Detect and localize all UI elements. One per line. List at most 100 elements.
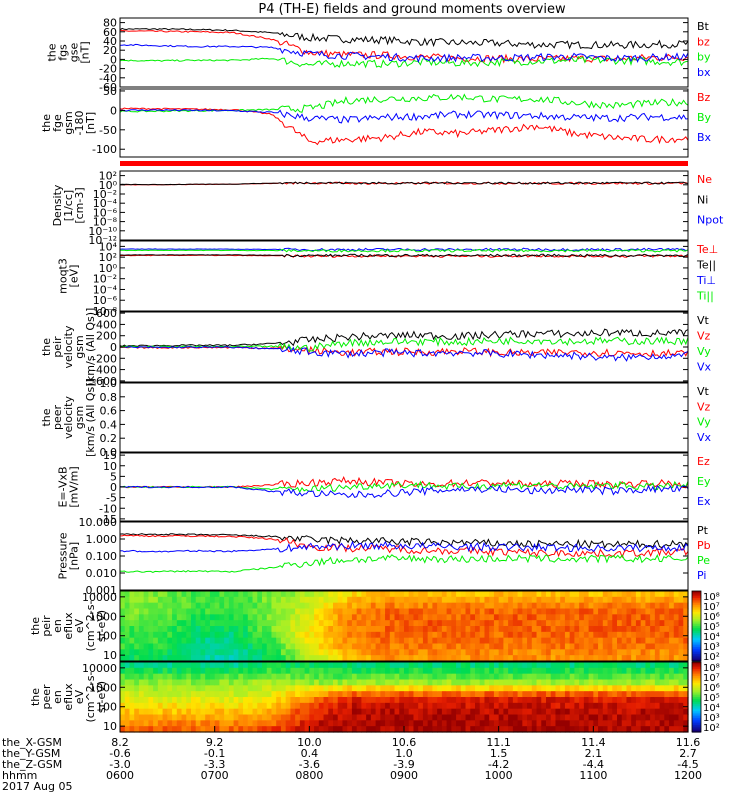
spectrogram-cell xyxy=(659,637,665,645)
spectrogram-cell xyxy=(621,702,628,710)
spectrogram-cell xyxy=(148,662,154,669)
spectrogram-cell xyxy=(564,726,571,733)
spectrogram-cell xyxy=(124,602,131,610)
y-tick-label: 10⁻⁴ xyxy=(93,197,118,210)
spectrogram-cell xyxy=(531,637,538,645)
spectrogram-cell xyxy=(271,685,277,692)
spectrogram-cell xyxy=(404,679,410,686)
spectrogram-cell xyxy=(323,685,329,692)
spectrogram-cell xyxy=(262,691,268,698)
spectrogram-cell xyxy=(441,685,448,692)
spectrogram-cell xyxy=(508,655,514,662)
y-tick-label: 0 xyxy=(110,53,117,66)
spectrogram-cell xyxy=(129,662,135,669)
spectrogram-cell xyxy=(257,679,263,686)
y-tick-label: 60 xyxy=(103,26,117,39)
spectrogram-cell xyxy=(209,667,216,675)
spectrogram-cell xyxy=(470,626,476,633)
spectrogram-cell xyxy=(413,637,419,645)
spectrogram-cell xyxy=(290,626,296,633)
spectrogram-cell xyxy=(456,643,462,650)
colorbar-cell xyxy=(692,610,701,613)
spectrogram-cell xyxy=(437,679,443,686)
spectrogram-cell xyxy=(650,685,656,692)
spectrogram-cell xyxy=(640,591,646,598)
spectrogram-cell xyxy=(243,673,249,681)
spectrogram-cell xyxy=(626,637,632,645)
y-tick-label: 100 xyxy=(96,630,117,643)
spectrogram-cell xyxy=(432,637,438,645)
spectrogram-cell xyxy=(607,697,613,704)
spectrogram-cell xyxy=(418,649,424,656)
spectrogram-cell xyxy=(228,697,235,704)
spectrogram-cell xyxy=(460,673,467,681)
spectrogram-cell xyxy=(285,726,291,733)
spectrogram-cell xyxy=(564,596,571,604)
spectrogram-cell xyxy=(385,662,391,669)
spectrogram-cell xyxy=(219,714,225,721)
spectrogram-cell xyxy=(176,591,183,598)
spectrogram-cell xyxy=(238,596,244,604)
spectrogram-cell xyxy=(143,708,149,716)
spectrogram-cell xyxy=(252,631,258,639)
spectrogram-cell xyxy=(399,667,405,675)
spectrogram-cell xyxy=(238,614,244,621)
spectrogram-cell xyxy=(475,697,481,704)
spectrogram-cell xyxy=(318,626,325,633)
colorbar-cell xyxy=(692,596,701,599)
spectrogram-cell xyxy=(517,620,523,627)
spectrogram-cell xyxy=(228,591,235,598)
spectrogram-cell xyxy=(654,649,661,656)
spectrogram-cell xyxy=(172,649,178,656)
spectrogram-cell xyxy=(304,726,310,733)
spectrogram-cell xyxy=(508,726,514,733)
y-tick-label: -200 xyxy=(92,352,117,365)
spectrogram-cell xyxy=(323,602,329,610)
spectrogram-cell xyxy=(541,667,547,675)
spectrogram-cell xyxy=(664,691,670,698)
spectrogram-cell xyxy=(617,720,623,727)
spectrogram-cell xyxy=(309,691,315,698)
spectrogram-cell xyxy=(503,685,509,692)
spectrogram-cell xyxy=(650,637,656,645)
colorbar-tick-label: 10⁸ xyxy=(703,592,720,603)
spectrogram-cell xyxy=(167,720,173,727)
spectrogram-cell xyxy=(427,720,433,727)
spectrogram-cell xyxy=(262,667,268,675)
spectrogram-cell xyxy=(564,667,571,675)
spectrogram-cell xyxy=(162,726,168,733)
spectrogram-cell xyxy=(129,591,135,598)
plot-title: P4 (TH-E) fields and ground moments over… xyxy=(258,2,566,17)
spectrogram-cell xyxy=(309,697,315,704)
spectrogram-cell xyxy=(635,714,642,721)
spectrogram-cell xyxy=(295,591,301,598)
spectrogram-cell xyxy=(385,720,391,727)
spectrogram-cell xyxy=(375,662,381,669)
spectrogram-cell xyxy=(408,697,415,704)
spectrogram-cell xyxy=(176,614,183,621)
spectrogram-cell xyxy=(560,631,566,639)
spectrogram-cell xyxy=(247,673,254,681)
spectrogram-cell xyxy=(546,643,552,650)
spectrogram-cell xyxy=(546,697,552,704)
spectrogram-cell xyxy=(195,620,202,627)
spectrogram-cell xyxy=(418,602,424,610)
y-tick-label: 20 xyxy=(103,44,117,57)
spectrogram-cell xyxy=(437,691,443,698)
spectrogram-cell xyxy=(683,649,689,656)
spectrogram-cell xyxy=(380,726,386,733)
spectrogram-cell xyxy=(366,662,372,669)
spectrogram-cell xyxy=(252,667,258,675)
spectrogram-cell xyxy=(162,643,168,650)
spectrogram-cell xyxy=(290,714,296,721)
spectrogram-cell xyxy=(579,596,585,604)
spectrogram-cell xyxy=(356,726,362,733)
spectrogram-cell xyxy=(380,637,386,645)
spectrogram-cell xyxy=(602,637,609,645)
spectrogram-cell xyxy=(124,673,131,681)
spectrogram-cell xyxy=(195,679,202,686)
spectrogram-cell xyxy=(276,626,282,633)
spectrogram-cell xyxy=(394,620,400,627)
spectrogram-cell xyxy=(323,637,329,645)
